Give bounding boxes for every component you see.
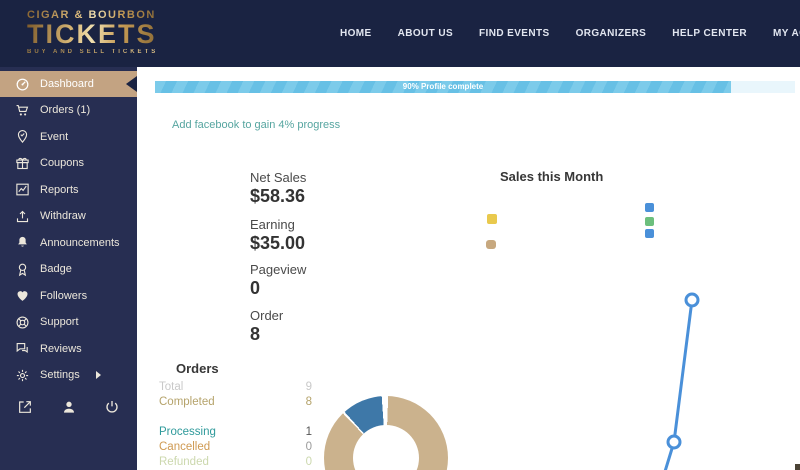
stat-order-label: Order [250,308,284,323]
corner-artifact [795,464,800,470]
sidebar: Dashboard Orders (1) Event Coupons Re [0,67,137,470]
dashboard-gauge-icon [15,77,30,92]
user-icon[interactable] [61,399,77,415]
nav-home[interactable]: HOME [340,28,372,39]
orders-row-value: 8 [305,396,312,408]
sidebar-item-orders[interactable]: Orders (1) [0,97,137,124]
medal-icon [15,262,30,277]
cart-icon [15,103,30,118]
orders-row-value: 9 [305,381,312,393]
stat-net-sales-label: Net Sales [250,170,307,185]
orders-title: Orders [176,361,219,376]
legend-swatch-yellow [487,214,497,224]
profile-progress-bar: 90% Profile complete [155,81,795,93]
orders-donut-chart [324,396,448,470]
heart-icon [15,288,30,303]
sidebar-item-label: Announcements [40,236,120,249]
sidebar-item-support[interactable]: Support [0,309,137,336]
bell-icon [15,235,30,250]
sidebar-item-withdraw[interactable]: Withdraw [0,203,137,230]
sidebar-item-announcements[interactable]: Announcements [0,230,137,257]
profile-progress-fill: 90% Profile complete [155,81,731,93]
sidebar-item-badge[interactable]: Badge [0,256,137,283]
pin-check-icon [15,129,30,144]
sales-this-month-title: Sales this Month [500,169,604,184]
nav-about-us[interactable]: ABOUT US [397,28,454,39]
legend-swatch-tan [486,240,496,249]
brand-line2: TICKETS [27,19,157,49]
legend-swatch-green [645,217,654,226]
stat-earning-label: Earning [250,217,295,232]
power-icon[interactable] [104,399,120,415]
sidebar-item-label: Coupons [40,157,85,170]
profile-progress-label: 90% Profile complete [402,82,484,91]
nav-find-events[interactable]: FIND EVENTS [479,28,550,39]
nav-organizers[interactable]: ORGANIZERS [575,28,647,39]
donut-hole [353,425,419,470]
orders-row-label: Refunded [159,456,209,468]
sidebar-item-followers[interactable]: Followers [0,283,137,310]
active-item-notch [126,76,137,92]
stat-earning-value: $35.00 [250,233,306,253]
gear-icon [15,368,30,383]
sidebar-item-label: Reviews [40,342,82,355]
sidebar-footer [0,392,137,422]
brand-tagline: BUY AND SELL TICKETS [27,49,159,55]
brand-line1: CIGAR & BOURBON [27,9,158,21]
sidebar-item-label: Settings [40,369,80,382]
orders-row-label: Total [159,381,184,393]
stat-pageview-value: 0 [250,278,261,298]
sidebar-item-reports[interactable]: Reports [0,177,137,204]
chevron-right-icon [95,371,101,380]
sidebar-item-label: Support [40,316,79,329]
legend-swatch-blue-2 [645,229,654,238]
sidebar-item-dashboard[interactable]: Dashboard [0,71,137,97]
orders-row-value: 1 [305,426,312,438]
sidebar-item-label: Followers [40,289,88,302]
profile-progress-hint: Add facebook to gain 4% progress [172,119,341,131]
orders-row-label: Processing [159,426,216,438]
external-link-icon[interactable] [17,399,33,415]
sidebar-item-label: Badge [40,263,72,276]
sidebar-item-label: Dashboard [40,78,94,90]
orders-row-value: 0 [305,456,312,468]
orders-row-label: Completed [159,396,215,408]
sidebar-item-label: Orders (1) [40,104,91,117]
legend-swatch-blue-1 [645,203,654,212]
top-navigation: HOME ABOUT US FIND EVENTS ORGANIZERS HEL… [340,0,800,67]
orders-row-value: 0 [305,441,312,453]
chat-bubbles-icon [15,341,30,356]
gift-icon [15,156,30,171]
top-header: CIGAR & BOURBON TICKETS BUY AND SELL TIC… [0,0,800,67]
nav-my-account[interactable]: MY ACCOUNT [773,28,800,39]
upload-icon [15,209,30,224]
chart-line-icon [15,182,30,197]
sidebar-item-reviews[interactable]: Reviews [0,336,137,363]
sidebar-item-event[interactable]: Event [0,124,137,151]
stat-net-sales-value: $58.36 [250,186,306,206]
sidebar-item-label: Event [40,130,69,143]
sidebar-item-label: Reports [40,183,79,196]
sidebar-item-label: Withdraw [40,210,86,223]
sidebar-item-settings[interactable]: Settings [0,362,137,389]
orders-row-label: Cancelled [159,441,211,453]
sidebar-menu: Orders (1) Event Coupons Reports Withdra… [0,97,137,389]
stat-order-value: 8 [250,324,261,344]
lifebuoy-icon [15,315,30,330]
brand-logo[interactable]: CIGAR & BOURBON TICKETS BUY AND SELL TIC… [27,9,158,55]
stat-pageview-label: Pageview [250,262,307,277]
nav-help-center[interactable]: HELP CENTER [672,28,748,39]
sidebar-item-coupons[interactable]: Coupons [0,150,137,177]
